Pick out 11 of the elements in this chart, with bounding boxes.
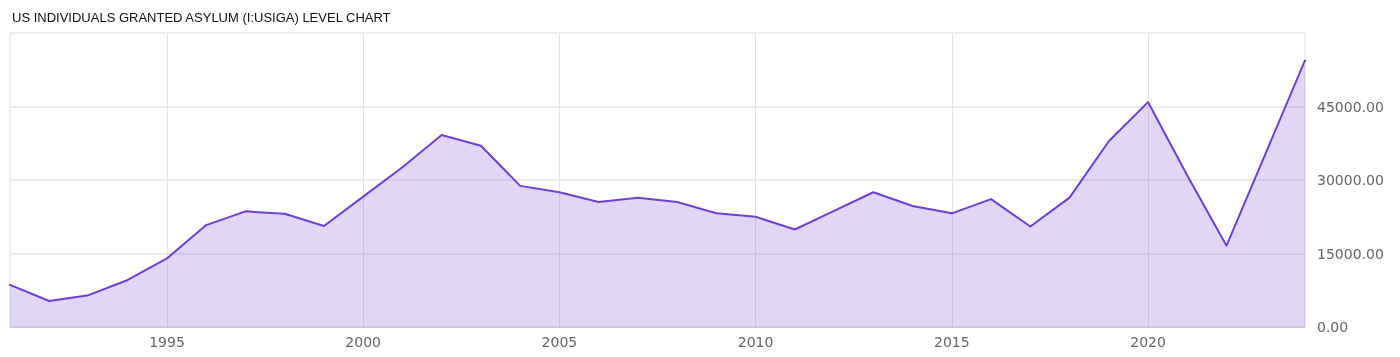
y-tick-label: 45000.00 — [1317, 98, 1384, 115]
x-tick-label: 2015 — [934, 334, 970, 350]
x-tick-label: 2000 — [345, 334, 381, 350]
x-tick-label: 1995 — [149, 334, 185, 350]
x-tick-label: 2005 — [541, 334, 578, 350]
x-tick-label: 2010 — [737, 334, 774, 350]
y-tick-label: 15000.00 — [1317, 245, 1384, 262]
chart-title: US INDIVIDUALS GRANTED ASYLUM (I:USIGA) LEVEL CHART — [12, 10, 391, 25]
x-tick-label: 2020 — [1130, 334, 1166, 350]
y-tick-label: 30000.00 — [1317, 172, 1384, 188]
y-tick-label: 0.00 — [1317, 319, 1349, 335]
